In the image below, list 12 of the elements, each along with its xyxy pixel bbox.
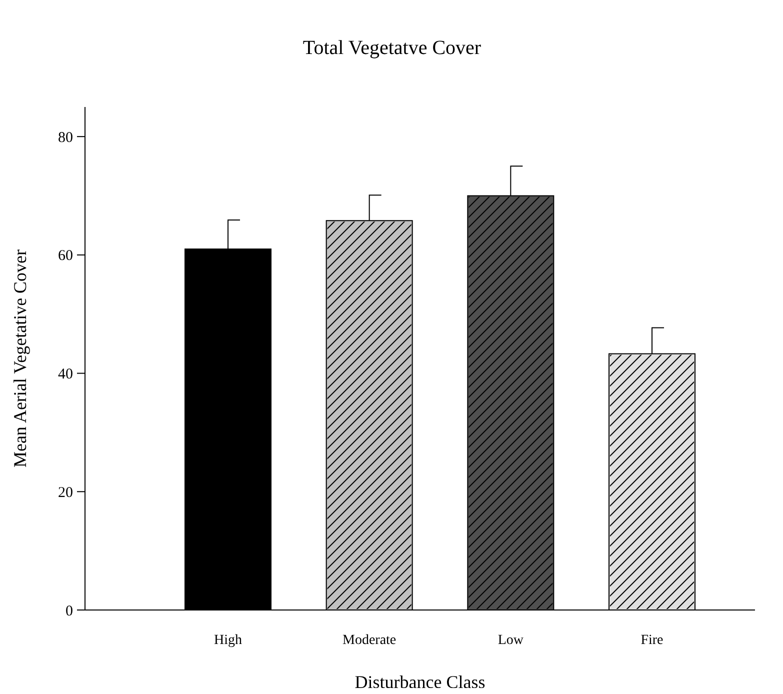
x-tick-label: Moderate: [342, 633, 396, 648]
y-tick-label: 80: [58, 130, 73, 146]
y-axis-title: Mean Aerial Vegetative Cover: [10, 249, 30, 468]
y-tick-label: 20: [58, 484, 73, 501]
x-axis-title: Disturbance Class: [354, 672, 486, 692]
x-tick-label: Low: [498, 633, 524, 648]
y-tick-label: 40: [58, 366, 73, 383]
y-tick-label: 60: [58, 248, 73, 264]
x-tick-label: Fire: [640, 633, 664, 648]
y-tick-label: 0: [66, 603, 73, 620]
chart-title: Total Vegetatve Cover: [302, 37, 482, 59]
x-tick-label: High: [214, 633, 242, 648]
